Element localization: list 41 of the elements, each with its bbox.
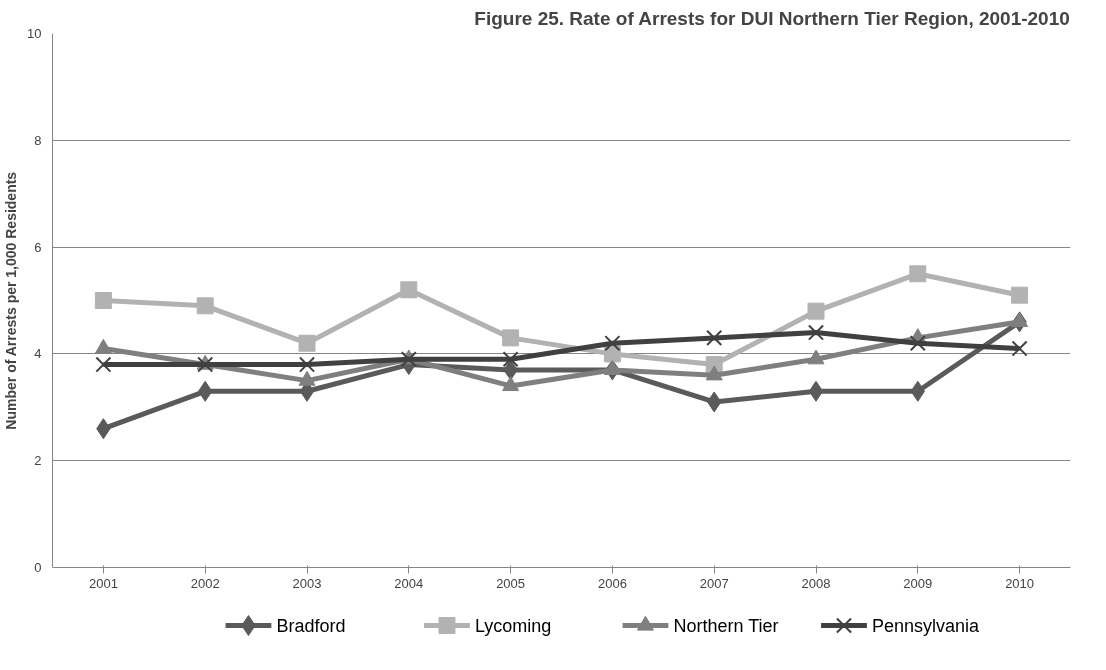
x-tick-label: 2005 [496, 575, 526, 591]
point [909, 265, 927, 283]
x-tick-label: 2004 [394, 575, 424, 591]
x-tick-label: 2002 [190, 575, 220, 591]
point [298, 356, 316, 373]
y-tick-label: 6 [34, 239, 42, 255]
point [502, 351, 519, 368]
point [604, 335, 621, 352]
point [808, 380, 824, 402]
point [502, 329, 520, 347]
point [400, 281, 418, 299]
point [94, 292, 112, 309]
point [909, 335, 926, 352]
point [298, 334, 316, 352]
y-tick-label: 0 [34, 560, 42, 575]
point [807, 324, 825, 341]
y-tick-label: 8 [34, 132, 42, 148]
y-tick-label: 2 [34, 453, 42, 469]
point [706, 329, 723, 346]
chart-title: Figure 25. Rate of Arrests for DUI Northern Tier Region, 2001-2010 [474, 7, 1070, 29]
x-tick-label: 2010 [1005, 575, 1035, 591]
x-tick-label: 2001 [88, 575, 118, 591]
legend-label: Pennsylvania [871, 615, 981, 636]
y-tick-label: 4 [34, 346, 42, 362]
point [807, 302, 825, 320]
point [502, 376, 520, 392]
legend-label: Bradford [276, 615, 346, 636]
x-tick-label: 2009 [903, 575, 933, 591]
x-tick-label: 2007 [699, 575, 729, 591]
point [95, 356, 112, 373]
point [1011, 340, 1028, 357]
point [603, 360, 621, 376]
x-tick-label: 2006 [597, 575, 627, 591]
y-axis-title: Number of Arrests per 1,000 Residents [3, 171, 20, 430]
legend-label: Northern Tier [673, 615, 779, 636]
x-tick-label: 2008 [801, 575, 831, 591]
x-tick-label: 2003 [292, 575, 322, 591]
point [1011, 286, 1029, 304]
y-tick-label: 10 [27, 26, 42, 41]
legend-label: Lycoming [474, 615, 552, 636]
point [196, 297, 214, 315]
